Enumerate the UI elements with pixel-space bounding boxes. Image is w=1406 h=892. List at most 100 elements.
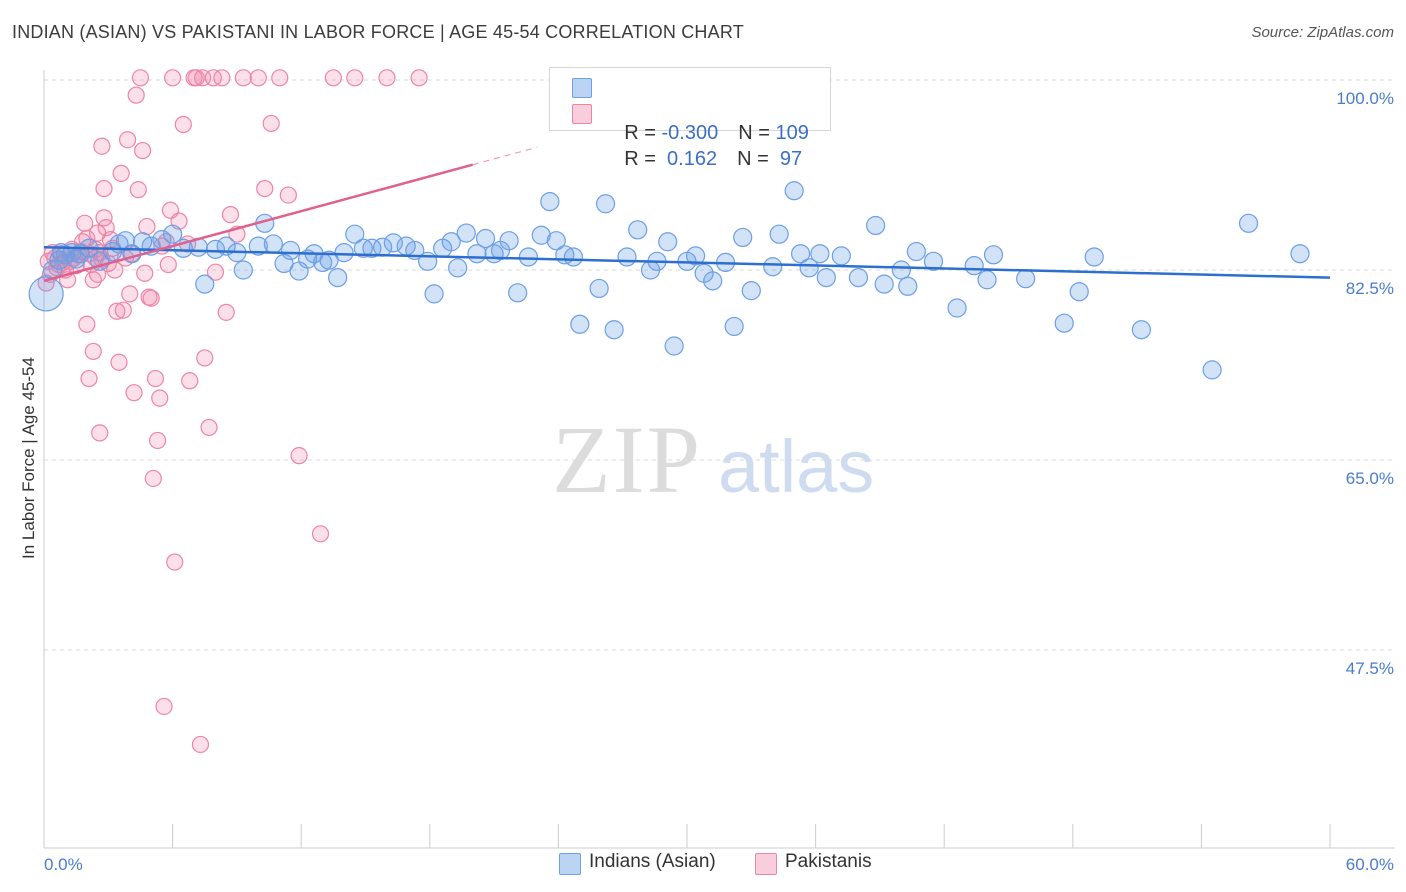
pakistanis-point <box>136 264 154 282</box>
indians-asian-trend-line <box>43 245 1331 279</box>
pakistanis-point <box>378 69 396 87</box>
x-tick-label: 0.0% <box>44 855 83 874</box>
x-tick-label: 60.0% <box>1346 855 1394 874</box>
bottom-legend-indians: Indians (Asian) <box>559 851 716 875</box>
indians-asian-point <box>163 224 183 244</box>
indians-asian-point <box>546 231 566 251</box>
pakistanis-point <box>213 69 231 87</box>
axes <box>43 70 1395 849</box>
pakistanis-point <box>324 69 342 87</box>
indians-asian-point <box>733 227 753 248</box>
pakistanis-point <box>187 69 205 87</box>
y-tick-labels: 100.0% 82.5% 65.0% 47.5% <box>1336 89 1394 678</box>
pakistanis-trend-extension <box>472 146 538 166</box>
indians-asian-point <box>724 316 744 337</box>
legend-r-label: R = <box>624 148 662 170</box>
indians-asian-point <box>810 244 830 264</box>
indians-asian-point <box>617 247 637 267</box>
pakistanis-point <box>133 141 152 160</box>
indians-asian-point <box>848 268 869 288</box>
indians-asian-point <box>790 244 811 264</box>
indians-asian-point <box>563 247 584 267</box>
indians-asian-point <box>1054 313 1074 333</box>
y-tick-label: 100.0% <box>1336 89 1394 108</box>
pakistanis-point <box>78 315 96 333</box>
y-tick-label: 47.5% <box>1346 659 1394 678</box>
indians-asian-point <box>233 260 253 280</box>
pakistanis-point <box>279 186 297 204</box>
pakistanis-point <box>91 424 109 442</box>
pakistanis-point <box>142 289 160 307</box>
pakistanis-point <box>166 553 184 571</box>
pakistanis-point <box>290 447 308 465</box>
pakistanis-point <box>346 69 364 87</box>
indians-asian-point <box>1016 269 1036 289</box>
pakistanis-point <box>196 349 214 367</box>
indians-asian-point <box>874 274 894 294</box>
legend-n-label: N = <box>738 122 776 144</box>
indians-asian-point <box>499 231 519 251</box>
indians-asian-point <box>769 224 789 244</box>
legend-n-label: N = <box>737 148 775 170</box>
indians-asian-point <box>983 245 1004 265</box>
indians-asian-point <box>763 257 783 277</box>
legend-r-label: R = <box>624 122 662 144</box>
indians-asian-point <box>964 256 984 276</box>
pakistanis-point <box>127 86 145 104</box>
indians-asian-point <box>664 336 684 356</box>
pakistanis-point <box>129 181 147 199</box>
bottom-legend-pakistanis: Pakistanis <box>755 851 872 875</box>
pakistanis-point <box>110 353 128 371</box>
indians-asian-point <box>1131 320 1151 340</box>
pakistanis-point <box>151 389 169 407</box>
pakistanis-point <box>206 263 225 281</box>
indians-asian-point <box>1069 282 1089 302</box>
indians-asian-point <box>205 239 226 259</box>
pakistanis-point <box>118 131 137 149</box>
indians-asian-point <box>456 223 476 243</box>
indians-asian-point <box>28 276 64 312</box>
indians-asian-point <box>866 215 886 236</box>
pakistanis-point <box>256 179 274 198</box>
pakistanis-point <box>93 137 111 155</box>
indians-asian-point <box>441 232 461 252</box>
bottom-legend-label-indians: Indians (Asian) <box>589 851 716 872</box>
pakistanis-point <box>234 69 252 87</box>
indians-asian-point <box>784 181 804 201</box>
pakistanis-point <box>262 114 280 133</box>
indians-asian-point <box>1290 244 1310 264</box>
indians-asian-point <box>531 225 551 245</box>
indians-asian-point <box>1202 360 1222 380</box>
indians-asian-point <box>604 320 624 340</box>
indians-asian-point <box>589 278 609 299</box>
legend-n-value: 109 <box>775 122 809 144</box>
y-axis-label: In Labor Force | Age 45-54 <box>19 357 38 559</box>
indians-asian-point <box>628 220 648 240</box>
watermark-zip: ZIP <box>552 406 702 513</box>
pakistanis-point <box>410 69 428 87</box>
indians-asian-point <box>280 240 301 261</box>
indians-asian-point <box>362 238 382 258</box>
pakistanis-point <box>80 369 98 388</box>
indians-asian-point <box>475 228 496 249</box>
pakistanis-point <box>146 369 165 388</box>
pakistanis-point <box>249 69 267 87</box>
indians-asian-point <box>891 260 911 280</box>
indians-asian-point <box>508 283 528 303</box>
source-credit: Source: ZipAtlas.com <box>1251 24 1394 41</box>
legend-swatch-pink <box>572 104 592 124</box>
indians-asian-point <box>906 241 926 262</box>
legend-row-pakistanis: R = 0.162 N = 97 <box>572 102 802 170</box>
y-tick-label: 65.0% <box>1346 469 1394 488</box>
indians-asian-point <box>263 234 283 254</box>
indians-asian-point <box>102 241 123 262</box>
indians-asian-point <box>816 268 836 288</box>
indians-asian-point <box>703 271 723 291</box>
chart-title: INDIAN (ASIAN) VS PAKISTANI IN LABOR FOR… <box>12 22 744 42</box>
indians-asian-point <box>831 246 851 266</box>
pakistanis-point <box>155 697 173 716</box>
bottom-legend-swatch-blue <box>559 853 581 875</box>
indians-asian-point <box>799 258 819 278</box>
pakistanis-point <box>114 301 132 319</box>
